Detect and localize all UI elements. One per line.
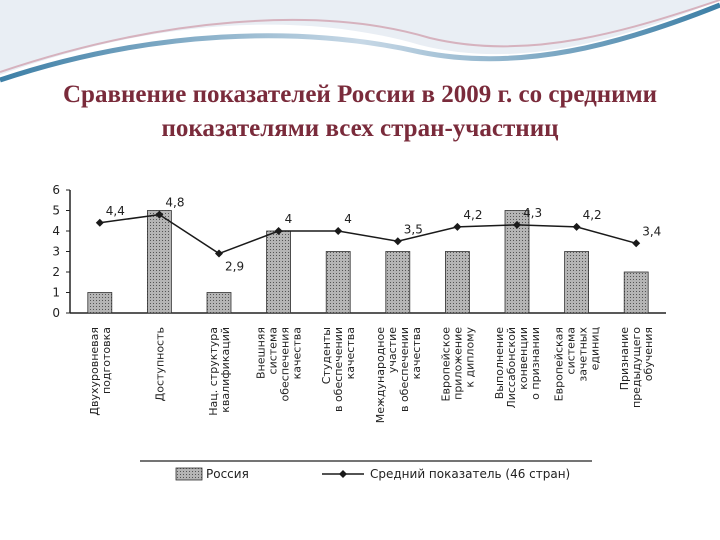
x-tick-label-line: Европейская bbox=[553, 327, 566, 401]
x-tick-label-line: Европейское bbox=[439, 327, 452, 402]
x-tick-label-line: Международное bbox=[374, 327, 387, 423]
x-tick-label-line: Признание bbox=[618, 327, 631, 391]
x-tick-label-line: Студенты bbox=[320, 327, 333, 384]
data-label: 4,3 bbox=[523, 206, 542, 220]
data-label: 3,5 bbox=[404, 222, 423, 236]
marker bbox=[215, 249, 223, 258]
x-tick-label-line: система bbox=[565, 327, 578, 374]
bar bbox=[325, 251, 351, 314]
x-tick-label: Доступность bbox=[153, 327, 166, 401]
x-tick-label-line: квалификаций bbox=[219, 327, 232, 413]
x-tick-label-line: приложение bbox=[451, 327, 464, 400]
x-tick-label-line: подготовка bbox=[100, 327, 113, 394]
y-tick-label: 2 bbox=[52, 265, 60, 279]
x-tick-label-line: Двухуровневая bbox=[88, 327, 101, 416]
x-tick-label-line: обучения bbox=[642, 327, 655, 381]
data-label: 4,4 bbox=[106, 204, 125, 218]
x-tick-label: Двухуровневаяподготовка bbox=[88, 327, 113, 416]
x-tick-label-line: конвенции bbox=[517, 327, 530, 390]
x-tick-label: Нац. структураквалификаций bbox=[207, 327, 232, 416]
x-tick-label-line: в обеспечении bbox=[398, 327, 411, 412]
legend-label: Россия bbox=[206, 467, 249, 481]
x-tick-label: Признаниепредыдущегообучения bbox=[618, 327, 655, 408]
y-tick-label: 0 bbox=[52, 306, 60, 320]
x-tick-label-line: Внешняя bbox=[255, 327, 268, 379]
marker bbox=[513, 220, 521, 229]
y-tick-label: 3 bbox=[52, 245, 60, 259]
x-tick-label-line: Лиссабонской bbox=[505, 327, 518, 409]
data-label: 4,2 bbox=[583, 208, 602, 222]
x-tick-label-line: зачетных bbox=[577, 327, 590, 382]
bar bbox=[444, 251, 470, 314]
x-tick-label: Европейскоеприложениек диплому bbox=[439, 327, 476, 402]
header-wave bbox=[0, 0, 720, 75]
x-tick-label-line: качества bbox=[344, 327, 357, 379]
bar bbox=[623, 271, 649, 314]
bar bbox=[385, 251, 411, 314]
marker bbox=[274, 227, 283, 235]
x-tick-label: Студентыв обеспечениикачества bbox=[320, 327, 357, 412]
x-tick-label: Международноеучастиев обеспечениикачеств… bbox=[374, 327, 423, 423]
data-label: 2,9 bbox=[225, 260, 244, 274]
y-tick-label: 1 bbox=[52, 286, 60, 300]
x-tick-label-line: единиц bbox=[589, 327, 602, 370]
data-label: 4 bbox=[344, 212, 352, 226]
data-label: 4 bbox=[285, 212, 293, 226]
data-label: 4,8 bbox=[165, 196, 184, 210]
y-tick-label: 5 bbox=[52, 204, 60, 218]
x-tick-label-line: система bbox=[267, 327, 280, 374]
x-tick-label-line: качества bbox=[291, 327, 304, 379]
x-tick-label: Европейскаясистемазачетныхединиц bbox=[553, 327, 602, 402]
x-tick-label-line: качества bbox=[410, 327, 423, 379]
marker bbox=[155, 210, 164, 219]
bar bbox=[266, 230, 292, 314]
x-tick-label-line: в обеспечении bbox=[332, 327, 345, 412]
bar bbox=[206, 292, 232, 314]
y-tick-label: 6 bbox=[52, 183, 60, 197]
legend-label: Средний показатель (46 стран) bbox=[370, 467, 570, 481]
header-swoosh bbox=[0, 0, 720, 73]
x-tick-label-line: Выполнение bbox=[493, 327, 506, 399]
line bbox=[99, 213, 637, 255]
legend-marker bbox=[339, 470, 347, 478]
legend-swatch bbox=[175, 467, 203, 481]
marker bbox=[632, 239, 641, 248]
x-tick-label-line: о признании bbox=[529, 327, 542, 400]
x-tick-label-line: участие bbox=[386, 327, 399, 373]
header-swoosh bbox=[0, 2, 720, 83]
data-label: 4,2 bbox=[463, 208, 482, 222]
x-tick-label: Внешняясистемаобеспечениякачества bbox=[255, 327, 304, 402]
y-tick-label: 4 bbox=[52, 224, 60, 238]
x-tick-label-line: Доступность bbox=[153, 327, 166, 401]
slide-title: Сравнение показателей России в 2009 г. с… bbox=[62, 81, 658, 142]
marker bbox=[393, 237, 402, 246]
data-label: 3,4 bbox=[642, 224, 661, 238]
x-tick-label-line: обеспечения bbox=[279, 327, 292, 402]
marker bbox=[453, 222, 462, 231]
bar bbox=[564, 251, 589, 314]
bar bbox=[146, 210, 172, 314]
marker bbox=[334, 227, 343, 235]
marker bbox=[572, 222, 581, 231]
x-tick-label-line: предыдущего bbox=[630, 327, 643, 408]
x-tick-label: ВыполнениеЛиссабонскойконвенциио признан… bbox=[493, 327, 542, 409]
marker bbox=[95, 218, 104, 227]
x-tick-label-line: к диплому bbox=[463, 327, 476, 388]
x-tick-label-line: Нац. структура bbox=[207, 327, 220, 416]
bar bbox=[87, 292, 113, 314]
